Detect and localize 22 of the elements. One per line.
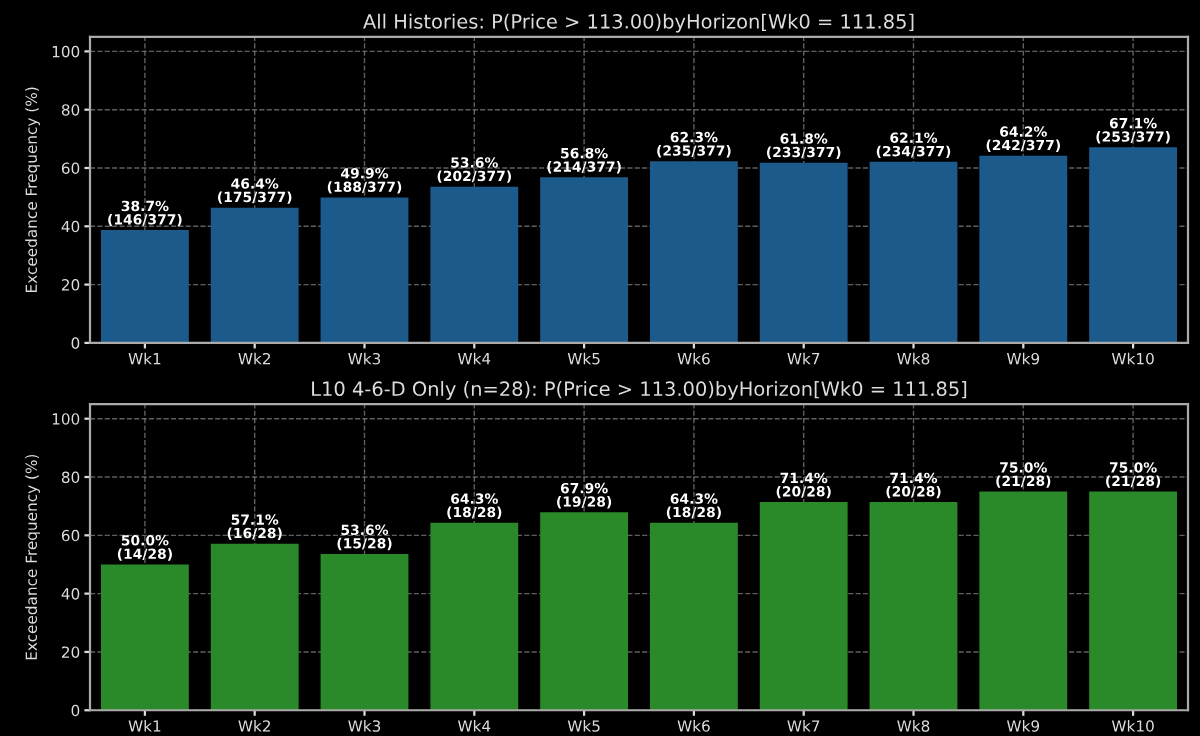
bar [649,522,738,711]
bar [869,161,958,343]
chart-title: All Histories: P(Price > 113.00)byHorizon[Wk0 = 111.85] [363,13,914,33]
bar [540,177,629,343]
bar [1089,491,1178,711]
bar [540,512,629,711]
bar [210,543,299,711]
bar [979,491,1068,711]
bar [100,230,189,343]
bar [759,162,848,343]
bar [759,502,848,711]
bar [649,161,738,343]
bar [979,155,1068,343]
bar [430,522,519,711]
bar [210,207,299,343]
bar [430,186,519,343]
bar [1089,147,1178,343]
bar [100,564,189,711]
bar [320,197,409,343]
bar [320,553,409,711]
chart-title: L10 4-6-D Only (n=28): P(Price > 113.00)byHorizon[Wk0 = 111.85] [312,381,967,400]
bar [869,502,958,711]
